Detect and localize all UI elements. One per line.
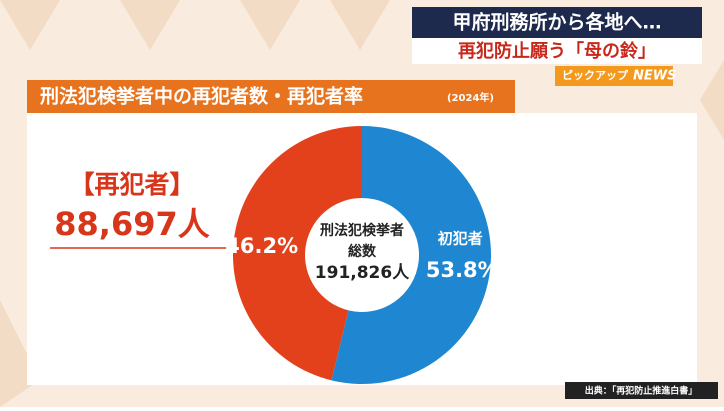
center-label: 総数 bbox=[348, 243, 377, 260]
source: 出典：「再犯防止推進白書」 bbox=[585, 385, 698, 397]
pie-slice bbox=[232, 126, 362, 381]
badge-suffix: NEWS bbox=[633, 69, 676, 84]
headline: 甲府刑務所から各地へ… bbox=[452, 11, 661, 34]
chart-subtitle: (2024年) bbox=[447, 91, 494, 104]
callout: 88,697人 bbox=[54, 205, 210, 243]
badge: ピックアップ bbox=[562, 68, 629, 82]
source-box bbox=[565, 382, 718, 399]
chart-title: 刑法犯検挙者中の再犯者数・再犯者率 bbox=[40, 85, 363, 108]
headline-box bbox=[412, 7, 702, 38]
title-bar bbox=[27, 80, 515, 113]
value-label: 53.8% bbox=[426, 258, 499, 282]
value-label: 46.2% bbox=[225, 234, 298, 258]
category-label: 初犯者 bbox=[438, 230, 483, 248]
subhead: 再犯防止願う「母の鈴」 bbox=[458, 40, 656, 62]
center-label: 191,826人 bbox=[315, 263, 410, 283]
center-label: 刑法犯検挙者 bbox=[320, 222, 404, 239]
pie bbox=[232, 126, 491, 384]
pie-slice bbox=[331, 126, 491, 384]
category-label: 【再犯者】 bbox=[69, 170, 194, 199]
subhead-box bbox=[412, 38, 702, 64]
badge-box bbox=[555, 66, 673, 86]
